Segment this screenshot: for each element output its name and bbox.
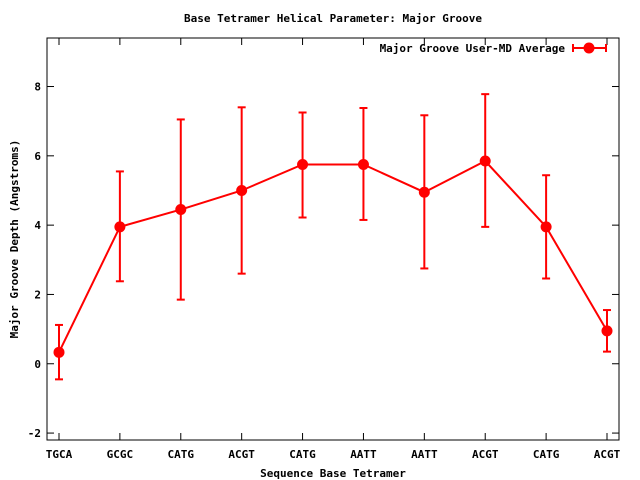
data-point — [601, 325, 613, 337]
x-tick-label: AATT — [350, 448, 377, 461]
data-point — [540, 221, 552, 233]
plot-frame — [46, 37, 620, 441]
y-tick-label: 4 — [34, 219, 41, 232]
y-tick-label: 6 — [34, 150, 41, 163]
y-tick-label: 0 — [34, 358, 41, 371]
legend: Major Groove User-MD Average — [380, 42, 607, 55]
data-point — [479, 155, 491, 167]
x-tick-label: ACGT — [228, 448, 255, 461]
chart-title: Base Tetramer Helical Parameter: Major G… — [184, 12, 482, 25]
data-point — [236, 184, 248, 196]
x-axis-label: Sequence Base Tetramer — [260, 467, 406, 480]
x-axis: TGCA GCGC CATG ACGT CATG AATT AATT ACGT CATG ACGT — [46, 38, 621, 461]
data-point — [53, 346, 65, 358]
data-point — [114, 221, 126, 233]
y-axis: -2 0 2 4 6 8 — [28, 81, 619, 440]
y-tick-label: 8 — [34, 81, 41, 94]
x-tick-label: GCGC — [107, 448, 134, 461]
data-point — [175, 204, 187, 216]
x-tick-label: CATG — [289, 448, 316, 461]
legend-marker — [583, 42, 595, 54]
x-tick-label: CATG — [533, 448, 560, 461]
series-layer — [53, 93, 613, 381]
legend-label: Major Groove User-MD Average — [380, 42, 566, 55]
data-point — [357, 158, 369, 170]
x-tick-label: TGCA — [46, 448, 73, 461]
x-tick-label: CATG — [168, 448, 195, 461]
data-point — [418, 186, 430, 198]
x-tick-label: ACGT — [472, 448, 499, 461]
y-tick-label: 2 — [34, 288, 41, 301]
y-axis-label: Major Groove Depth (Angstroms) — [8, 140, 21, 339]
data-point — [297, 158, 309, 170]
x-tick-label: AATT — [411, 448, 438, 461]
series-line — [58, 159, 608, 353]
x-tick-label: ACGT — [594, 448, 621, 461]
y-tick-label: -2 — [28, 427, 41, 440]
